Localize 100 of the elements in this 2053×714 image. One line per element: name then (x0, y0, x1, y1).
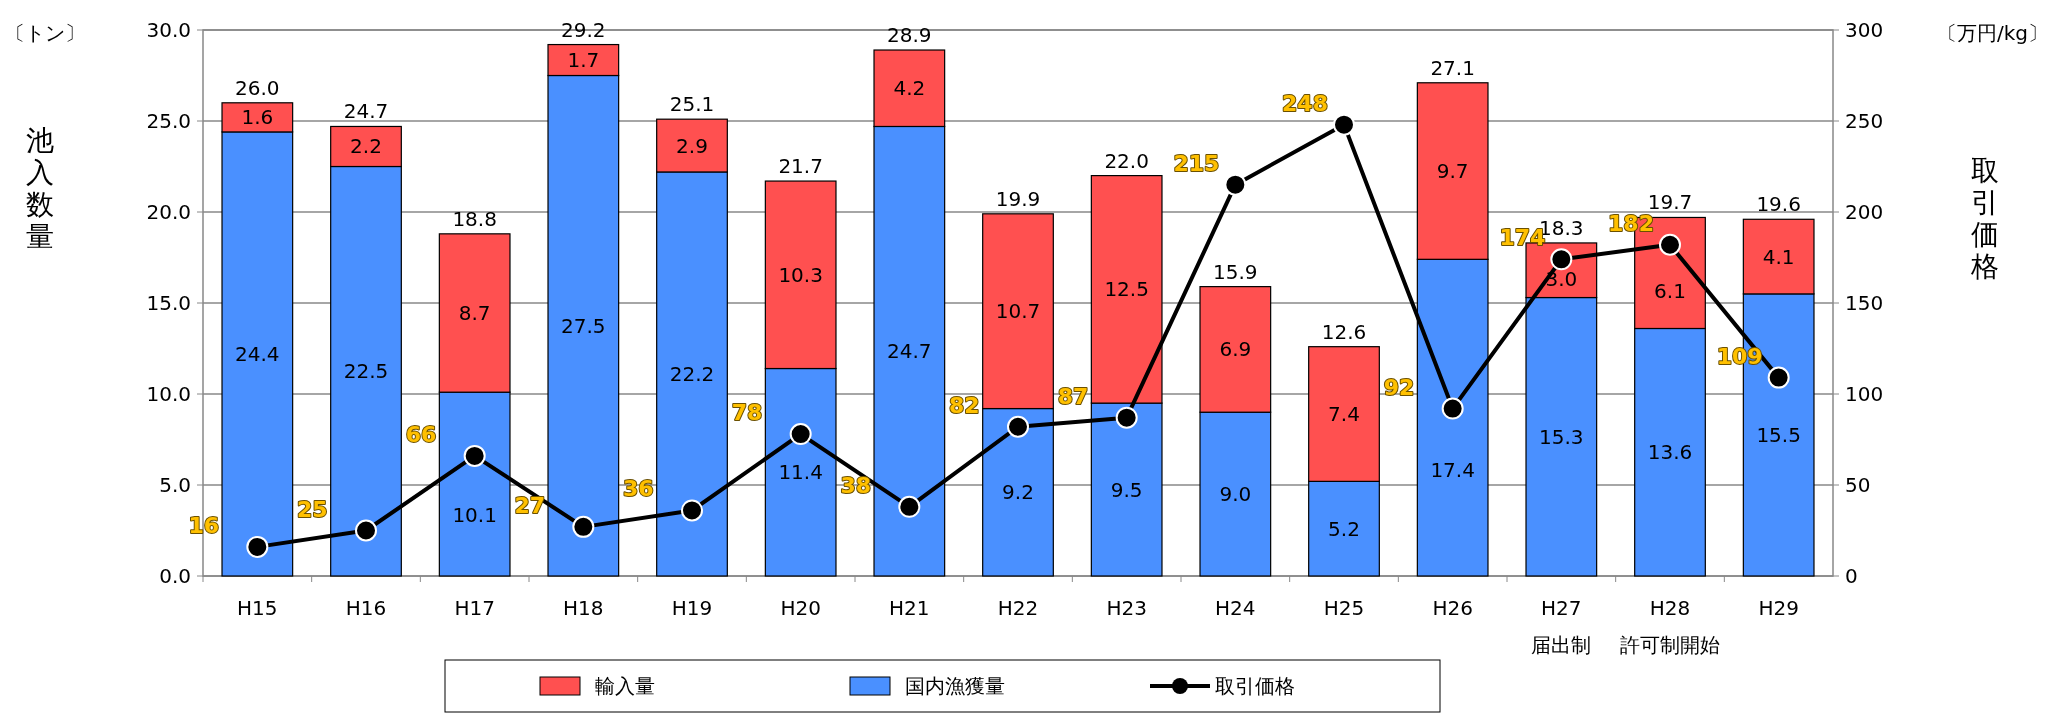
point (1659, 233, 1681, 256)
data-label: 9.2 (1002, 480, 1034, 505)
data-label: 82 (949, 392, 980, 418)
data-label: 36 (623, 476, 654, 502)
total-label: 15.9 (1213, 259, 1258, 284)
data-label: 8.7 (458, 301, 491, 326)
x-tick-label: H18 (563, 596, 604, 620)
total-label: 12.6 (1321, 319, 1367, 344)
data-label: 2.9 (676, 133, 708, 158)
y-tick-label: 20.0 (146, 200, 191, 224)
data-label: 17.4 (1430, 458, 1475, 483)
total-label: 19.9 (995, 186, 1041, 211)
data-label: 87 (1057, 383, 1089, 409)
data-label: 22.2 (669, 361, 715, 386)
total-label: 26.0 (235, 75, 280, 100)
data-label: 16 (188, 512, 220, 538)
data-label: 13.6 (1647, 440, 1693, 465)
point (1767, 366, 1790, 389)
total-label: 24.7 (343, 99, 389, 124)
text: 届出制 (1531, 633, 1592, 657)
y-tick-label: 10.0 (146, 382, 191, 406)
data-label: 24.7 (887, 339, 932, 364)
y2-tick-label: 100 (1845, 382, 1884, 406)
y2-tick-label: 150 (1845, 291, 1884, 315)
x-tick-label: H20 (780, 596, 821, 620)
point (681, 499, 703, 522)
data-label: 215 (1173, 150, 1220, 176)
data-label: 9.0 (1219, 482, 1252, 507)
x-tick-label: H29 (1758, 596, 1799, 620)
point (246, 535, 269, 558)
legend-label: 輸入量 (595, 674, 655, 698)
data-label: 6.1 (1654, 279, 1686, 304)
total-label: 28.9 (887, 23, 932, 48)
data-label: 2.2 (350, 134, 382, 159)
y2-axis-title: 取引価格 (1970, 154, 1999, 283)
data-label: 15.5 (1756, 422, 1801, 447)
data-label: 7.4 (1328, 402, 1360, 427)
data-label: 27 (514, 492, 546, 518)
point (898, 495, 921, 518)
y-tick-label: 25.0 (146, 109, 191, 133)
data-label: 11.4 (778, 460, 823, 485)
x-tick-label: H26 (1432, 596, 1473, 620)
y-tick-label: 0.0 (159, 564, 191, 588)
x-tick-label: H22 (997, 596, 1039, 620)
y2-tick-label: 200 (1845, 200, 1884, 224)
y-tick-label: 15.0 (146, 291, 191, 315)
data-label: 10.1 (452, 502, 497, 527)
data-label: 4.1 (1762, 244, 1795, 269)
total-label: 18.8 (452, 206, 497, 231)
y2-tick-label: 300 (1845, 18, 1884, 42)
data-label: 12.5 (1104, 277, 1149, 302)
y-tick-label: 30.0 (146, 18, 191, 42)
total-label: 19.7 (1647, 190, 1693, 215)
point (1333, 113, 1355, 136)
data-label: 9.7 (1436, 159, 1469, 184)
data-label: 25 (297, 496, 328, 522)
point (355, 519, 377, 542)
total-label: 19.6 (1756, 192, 1801, 217)
x-tick-label: H15 (237, 596, 278, 620)
x-tick-label: H25 (1323, 596, 1365, 620)
data-label: 66 (405, 421, 437, 447)
total-label: 22.0 (1104, 148, 1149, 173)
data-label: 5.2 (1328, 516, 1360, 541)
point (572, 515, 595, 538)
x-tick-label: H28 (1649, 596, 1691, 620)
legend-label: 取引価格 (1215, 674, 1295, 698)
data-label: 92 (1383, 374, 1415, 400)
data-label: 248 (1282, 90, 1328, 116)
text: 〔トン〕 (5, 21, 85, 45)
point (1115, 406, 1138, 429)
point (1224, 173, 1247, 196)
point (1007, 415, 1029, 438)
y2-tick-label: 250 (1845, 109, 1884, 133)
data-label: 1.6 (241, 105, 274, 130)
total-label: 29.2 (561, 17, 606, 42)
data-label: 22.5 (343, 359, 389, 384)
x-tick-label: H16 (345, 596, 387, 620)
y2-tick-label: 50 (1845, 473, 1871, 497)
total-label: 25.1 (669, 92, 715, 117)
data-label: 9.5 (1110, 477, 1143, 502)
data-label: 1.7 (567, 48, 600, 73)
data-label: 78 (731, 400, 763, 426)
total-label: 27.1 (1430, 55, 1475, 80)
x-tick-label: H17 (454, 596, 495, 620)
point (463, 444, 486, 467)
x-tick-label: H24 (1215, 596, 1256, 620)
data-label: 24.4 (235, 341, 280, 366)
data-label: 4.2 (893, 76, 926, 101)
y-axis-title: 池入数量 (26, 124, 54, 253)
data-label: 38 (840, 472, 872, 498)
data-label: 6.9 (1219, 337, 1252, 362)
text: 許可制開始 (1620, 633, 1720, 657)
data-label: 10.7 (995, 299, 1041, 324)
point (789, 423, 812, 446)
y-tick-label: 5.0 (159, 473, 191, 497)
legend-label: 国内漁獲量 (905, 674, 1005, 698)
data-label: 10.3 (778, 262, 823, 287)
y2-tick-label: 0 (1845, 564, 1858, 588)
x-tick-label: H23 (1106, 596, 1147, 620)
text: 〔万円/kg〕 (1936, 21, 2048, 45)
